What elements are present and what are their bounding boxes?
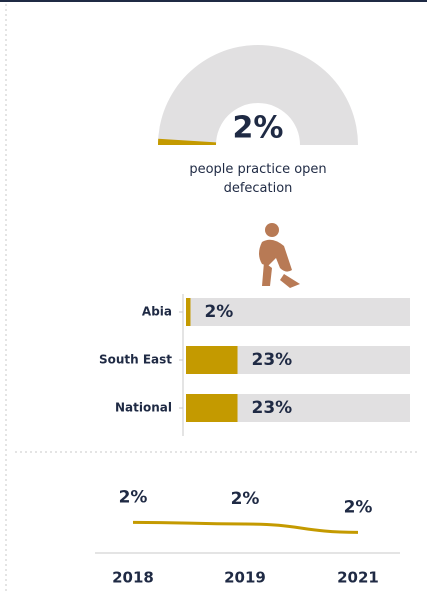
bar: [186, 346, 238, 374]
gauge-value: 2%: [233, 111, 284, 146]
bar-category: National: [115, 401, 172, 415]
person-icon: [259, 223, 300, 288]
bar-track: [186, 298, 410, 326]
x-tick-label: 2018: [112, 569, 154, 587]
line-value-label: 2%: [119, 487, 148, 507]
bar: [186, 394, 238, 422]
bar-value-label: 23%: [252, 398, 293, 418]
bar-category: Abia: [142, 305, 172, 319]
bar-value-label: 2%: [204, 302, 233, 322]
bar-value-label: 23%: [252, 350, 293, 370]
line-value-label: 2%: [231, 489, 260, 509]
gauge-subtitle: people practice open defecation: [189, 162, 327, 196]
x-tick-label: 2019: [224, 569, 266, 587]
gauge-fill: [158, 138, 217, 145]
bar: [186, 298, 191, 326]
trend-line: [132, 520, 359, 534]
gauge-track: [158, 45, 358, 145]
line-value-label: 2%: [344, 497, 373, 517]
x-tick-label: 2021: [337, 569, 379, 587]
bar-category: South East: [99, 353, 172, 367]
